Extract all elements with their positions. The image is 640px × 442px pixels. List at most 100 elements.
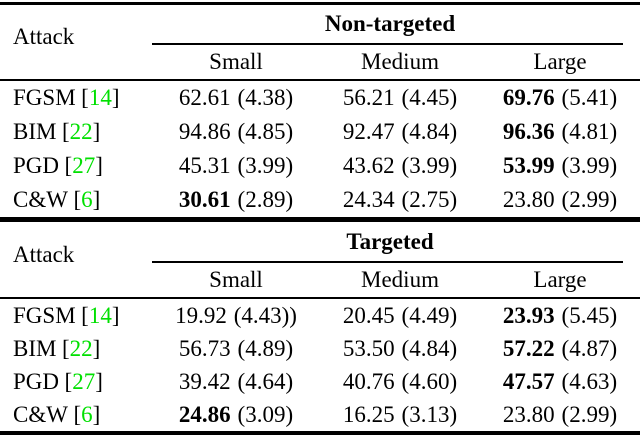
metric-stddev: (3.99) (401, 153, 458, 178)
attack-cell: C&W[6] (0, 187, 152, 213)
column-headers-row: Small Medium Large (152, 263, 640, 297)
column-header-medium: Medium (361, 49, 439, 74)
table-targeted: Attack Targeted Small Medium Large FGSM[… (0, 222, 640, 431)
table-separator-rule (0, 217, 640, 222)
citation-link[interactable]: 22 (69, 335, 93, 361)
citation-link[interactable]: 6 (81, 187, 93, 212)
metric-cell: 40.76 (4.60) (320, 369, 480, 395)
citation-link[interactable]: 14 (88, 85, 112, 110)
attack-column-header: Attack (13, 241, 75, 267)
metric-cell: 23.93 (5.45) (480, 303, 640, 329)
metric-value: 23.93 (502, 302, 555, 328)
citation-bracket: [ (73, 187, 82, 212)
column-headers-row: Small Medium Large (152, 45, 640, 79)
metric-value: 53.99 (502, 153, 555, 178)
metric-stddev: (3.99) (237, 153, 294, 178)
metric-stddev: (4.64) (237, 368, 294, 394)
citation-bracket: [ (61, 335, 70, 361)
citation-bracket: ] (92, 119, 101, 144)
metric-value: 19.92 (175, 302, 227, 328)
attack-cell: BIM[22] (0, 119, 152, 145)
attack-name: C&W (13, 401, 68, 427)
attack-cell: FGSM[14] (0, 303, 152, 329)
citation-link[interactable]: 22 (69, 119, 93, 144)
citation-link[interactable]: 6 (81, 401, 93, 427)
metric-stddev: (3.13) (401, 401, 458, 427)
citation-bracket: [ (64, 153, 73, 178)
header-rule (0, 297, 640, 299)
metric-stddev: (2.99) (561, 401, 618, 427)
metric-cell: 56.73 (4.89) (152, 336, 320, 362)
citation-bracket: [ (61, 119, 70, 144)
attack-name: BIM (13, 119, 57, 144)
metric-stddev: (4.84) (401, 335, 458, 361)
metric-stddev: (5.41) (561, 85, 618, 110)
column-header-medium: Medium (361, 267, 439, 292)
column-header-small: Small (209, 267, 263, 292)
attack-name: C&W (13, 187, 68, 212)
table-row: PGD[27] 45.31 (3.99) 43.62 (3.99) 53.99 (3.… (0, 149, 640, 183)
table-header-block: Attack Targeted Small Medium Large (0, 222, 640, 297)
citation-bracket: ] (95, 153, 103, 178)
attack-cell: PGD[27] (0, 369, 152, 395)
metric-value: 30.61 (178, 187, 231, 212)
table-row: BIM[22] 56.73 (4.89) 53.50 (4.84) 57.22 (4.… (0, 332, 640, 365)
group-header-non-targeted: Non-targeted (324, 11, 456, 36)
metric-value: 96.36 (502, 119, 555, 144)
citation-bracket: [ (81, 302, 89, 328)
column-group-rule (152, 261, 623, 263)
citation-link[interactable]: 14 (88, 302, 112, 328)
metric-cell: 56.21 (4.45) (320, 85, 480, 111)
citation-bracket: ] (111, 302, 120, 328)
metric-stddev: (2.89) (237, 187, 294, 212)
metric-stddev: (2.99) (561, 187, 618, 212)
attack-name: PGD (13, 153, 60, 178)
citation-bracket: [ (81, 85, 89, 110)
metric-stddev: (4.85) (237, 119, 294, 144)
attack-cell: PGD[27] (0, 153, 152, 179)
metric-stddev: (4.89) (237, 335, 294, 361)
metric-cell: 47.57 (4.63) (480, 369, 640, 395)
attack-name: FGSM (13, 302, 76, 328)
metric-cell: 20.45 (4.49) (320, 303, 480, 329)
metric-stddev: (3.99) (561, 153, 618, 178)
column-header-large: Large (533, 49, 587, 74)
metric-cell: 43.62 (3.99) (320, 153, 480, 179)
table-row: FGSM[14] 19.92 (4.43)) 20.45 (4.49) 23.93(… (0, 299, 640, 332)
metric-value: 40.76 (342, 368, 395, 394)
metric-stddev: (4.60) (401, 368, 458, 394)
metric-cell: 53.50 (4.84) (320, 336, 480, 362)
table-row: PGD[27] 39.42 (4.64) 40.76 (4.60) 47.57 (4.… (0, 365, 640, 398)
metric-value: 53.50 (342, 335, 395, 361)
citation-link[interactable]: 27 (72, 368, 96, 394)
table-row: BIM[22] 94.86 (4.85) 92.47 (4.84) 96.36 (4.… (0, 115, 640, 149)
citation-bracket: ] (92, 401, 101, 427)
metric-stddev: (4.45) (401, 85, 458, 110)
metric-value: 94.86 (178, 119, 231, 144)
attack-cell: C&W[6] (0, 402, 152, 428)
attack-column-header: Attack (13, 24, 75, 49)
attack-cell: BIM[22] (0, 336, 152, 362)
attack-name: BIM (13, 335, 57, 361)
metric-cell: 69.76 (5.41) (480, 85, 640, 111)
metric-value: 47.57 (502, 368, 555, 394)
metric-value: 69.76 (502, 85, 555, 110)
table-header-block: Attack Non-targeted Small Medium Large (0, 5, 640, 79)
metric-stddev: (4.38) (237, 85, 294, 110)
metric-value: 45.31 (178, 153, 231, 178)
metric-stddev: (4.84) (401, 119, 458, 144)
table-row: C&W[6] 30.61 (2.89) 24.34 (2.75) 23.80 (2.9… (0, 183, 640, 217)
citation-bracket: ] (95, 368, 103, 394)
metric-cell: 24.34 (2.75) (320, 187, 480, 213)
metric-stddev: (4.63) (561, 368, 618, 394)
metric-stddev: (4.87) (561, 335, 618, 361)
metric-value: 56.73 (178, 335, 231, 361)
metric-stddev: (4.49) (401, 302, 458, 328)
metric-cell: 45.31 (3.99) (152, 153, 320, 179)
group-header-targeted: Targeted (346, 228, 434, 254)
metric-cell: 57.22 (4.87) (480, 336, 640, 362)
metric-cell: 62.61 (4.38) (152, 85, 320, 111)
citation-link[interactable]: 27 (72, 153, 96, 178)
metric-value: 24.86 (178, 401, 231, 427)
metric-value: 23.80 (502, 187, 555, 212)
